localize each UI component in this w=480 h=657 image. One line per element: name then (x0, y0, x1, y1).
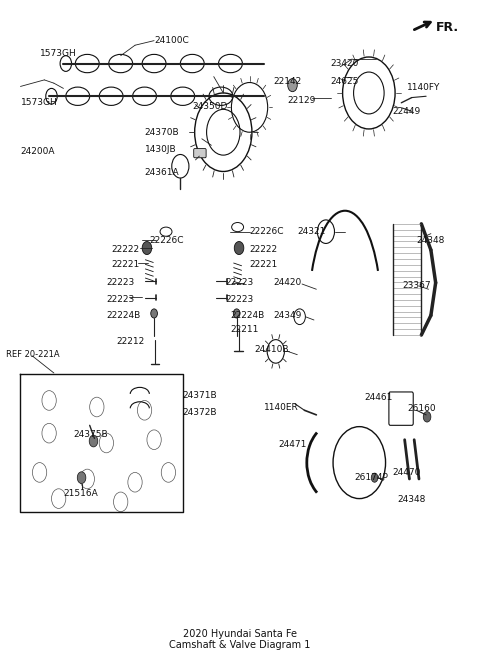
Text: 24348: 24348 (417, 236, 445, 244)
Text: FR.: FR. (436, 21, 459, 34)
Text: 26160: 26160 (407, 404, 436, 413)
Text: 1430JB: 1430JB (144, 145, 176, 154)
Text: 22223: 22223 (226, 278, 254, 287)
Text: 24375B: 24375B (73, 430, 108, 439)
FancyBboxPatch shape (194, 148, 206, 158)
Circle shape (77, 472, 86, 484)
Text: 22224B: 22224B (230, 311, 264, 320)
Text: 24625: 24625 (331, 77, 359, 85)
Text: 22226C: 22226C (149, 236, 184, 244)
Text: 2020 Hyundai Santa Fe
Camshaft & Valve Diagram 1: 2020 Hyundai Santa Fe Camshaft & Valve D… (169, 629, 311, 650)
Text: 24471: 24471 (278, 440, 307, 449)
Circle shape (142, 242, 152, 254)
Text: 22449: 22449 (393, 107, 421, 116)
Text: 22224B: 22224B (107, 311, 141, 320)
Text: 22142: 22142 (274, 77, 301, 85)
Text: 24350D: 24350D (192, 102, 228, 110)
Circle shape (371, 473, 378, 482)
Text: 24372B: 24372B (183, 408, 217, 417)
Text: 23420: 23420 (331, 59, 359, 68)
Circle shape (151, 309, 157, 318)
Text: 24410B: 24410B (254, 345, 289, 354)
Text: 24470: 24470 (393, 468, 421, 477)
Circle shape (288, 79, 297, 92)
Text: 22222: 22222 (250, 246, 277, 254)
Text: 21516A: 21516A (63, 489, 98, 498)
Text: REF 20-221A: REF 20-221A (6, 350, 60, 359)
Circle shape (233, 309, 240, 318)
Text: 22223: 22223 (107, 294, 134, 304)
Text: 24461: 24461 (364, 393, 393, 401)
Text: 1573GH: 1573GH (21, 99, 57, 107)
Circle shape (234, 242, 244, 254)
Text: 22221: 22221 (111, 260, 139, 269)
Text: 23367: 23367 (402, 281, 431, 290)
Text: 22212: 22212 (116, 337, 144, 346)
Text: 24200A: 24200A (21, 147, 55, 156)
Text: 22211: 22211 (230, 325, 259, 334)
Text: 24371B: 24371B (183, 391, 217, 399)
Text: 24349: 24349 (274, 311, 302, 320)
Text: 24321: 24321 (297, 227, 325, 236)
Text: 22223: 22223 (107, 278, 134, 287)
Text: 24348: 24348 (397, 495, 426, 505)
Text: 22226C: 22226C (250, 227, 284, 236)
Circle shape (423, 411, 431, 422)
Text: 22222: 22222 (111, 246, 139, 254)
Text: 24420: 24420 (274, 278, 301, 287)
Circle shape (89, 435, 98, 447)
Text: 26174P: 26174P (355, 473, 388, 482)
Text: 1140ER: 1140ER (264, 403, 299, 411)
Text: 22221: 22221 (250, 260, 278, 269)
Text: 24361A: 24361A (144, 168, 179, 177)
Text: 24370B: 24370B (144, 127, 179, 137)
Text: 1573GH: 1573GH (39, 49, 76, 58)
Text: 24100C: 24100C (154, 36, 189, 45)
Text: 22223: 22223 (226, 294, 254, 304)
Text: 1140FY: 1140FY (407, 83, 441, 92)
Text: 22129: 22129 (288, 97, 316, 105)
